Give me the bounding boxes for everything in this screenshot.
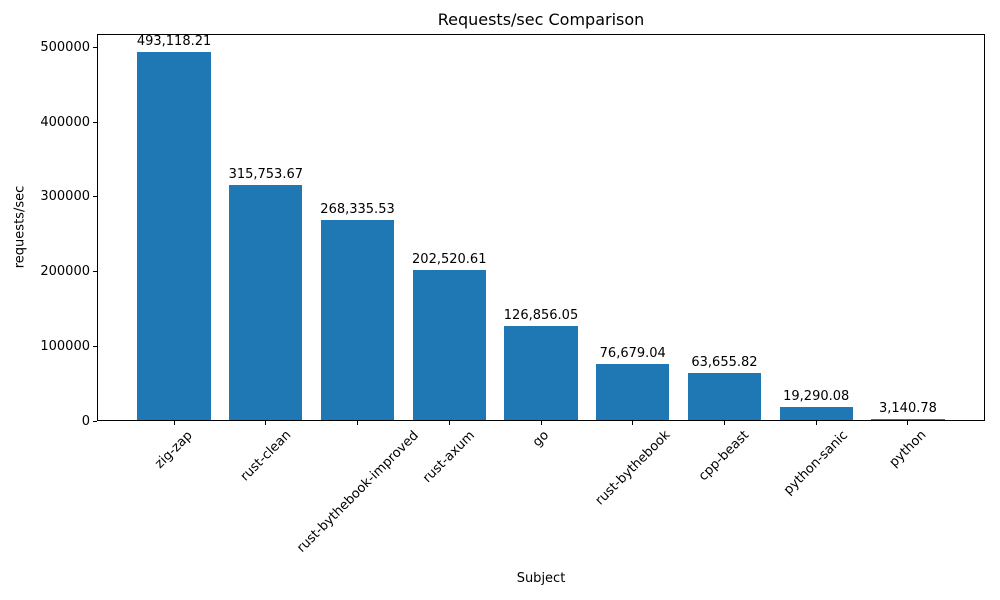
x-axis-tick-label: cpp-beast <box>696 427 753 485</box>
bar-value-label: 3,140.78 <box>878 400 937 416</box>
x-axis-tick-label: python <box>886 427 930 471</box>
x-axis-tick-mark <box>265 421 267 425</box>
x-axis-tick-label: rust-bythebook-improved <box>293 427 422 556</box>
y-axis-tick-label: 100000 <box>40 338 90 354</box>
x-axis-tick-mark <box>632 421 634 425</box>
bar <box>320 220 395 421</box>
x-axis-tick-label: zig-zap <box>152 427 196 472</box>
bar-value-label: 315,753.67 <box>228 166 303 182</box>
x-axis-tick-label: python-sanic <box>781 428 852 498</box>
chart-title: Requests/sec Comparison <box>437 10 645 29</box>
bar <box>779 406 853 421</box>
bar-value-label: 268,335.53 <box>320 202 395 218</box>
y-axis-tick-label: 300000 <box>40 189 90 205</box>
x-axis-label: Subject <box>516 571 566 586</box>
y-axis-tick-label: 0 <box>81 413 90 429</box>
y-axis-tick-mark <box>93 345 97 347</box>
x-axis-tick-mark <box>357 421 359 425</box>
y-axis-tick-mark <box>93 420 97 422</box>
x-axis-tick-label: rust-clean <box>237 427 295 485</box>
y-axis-tick-mark <box>93 196 97 198</box>
bar-value-label: 19,290.08 <box>783 388 850 404</box>
bar <box>596 363 670 421</box>
bar-value-label: 493,118.21 <box>136 34 212 50</box>
bar-value-label: 126,856.05 <box>503 308 579 324</box>
x-axis-tick-mark <box>173 421 175 425</box>
y-axis-tick-label: 400000 <box>40 114 90 130</box>
x-axis-tick-mark <box>907 421 909 425</box>
bar <box>687 373 762 421</box>
bar <box>229 184 303 421</box>
bar <box>871 418 945 421</box>
bar-value-label: 202,520.61 <box>412 251 487 267</box>
y-axis-tick-mark <box>93 271 97 272</box>
y-axis-tick-mark <box>93 46 97 48</box>
x-axis-tick-mark <box>723 421 725 425</box>
y-axis-tick-mark <box>93 121 97 123</box>
bar-value-label: 63,655.82 <box>691 355 758 371</box>
x-axis-tick-mark <box>448 421 450 425</box>
bar <box>137 52 211 421</box>
x-axis-tick-label: rust-axum <box>420 428 479 486</box>
y-axis-tick-label: 500000 <box>40 39 90 55</box>
x-axis-tick-mark <box>540 421 542 425</box>
x-axis-tick-mark <box>815 421 817 425</box>
bar <box>504 326 578 421</box>
y-axis-tick-label: 200000 <box>40 264 90 279</box>
x-axis-tick-label: go <box>529 427 553 450</box>
x-axis-tick-label: rust-bythebook <box>592 427 674 509</box>
bar <box>412 269 486 421</box>
bar-value-label: 76,679.04 <box>599 345 666 361</box>
